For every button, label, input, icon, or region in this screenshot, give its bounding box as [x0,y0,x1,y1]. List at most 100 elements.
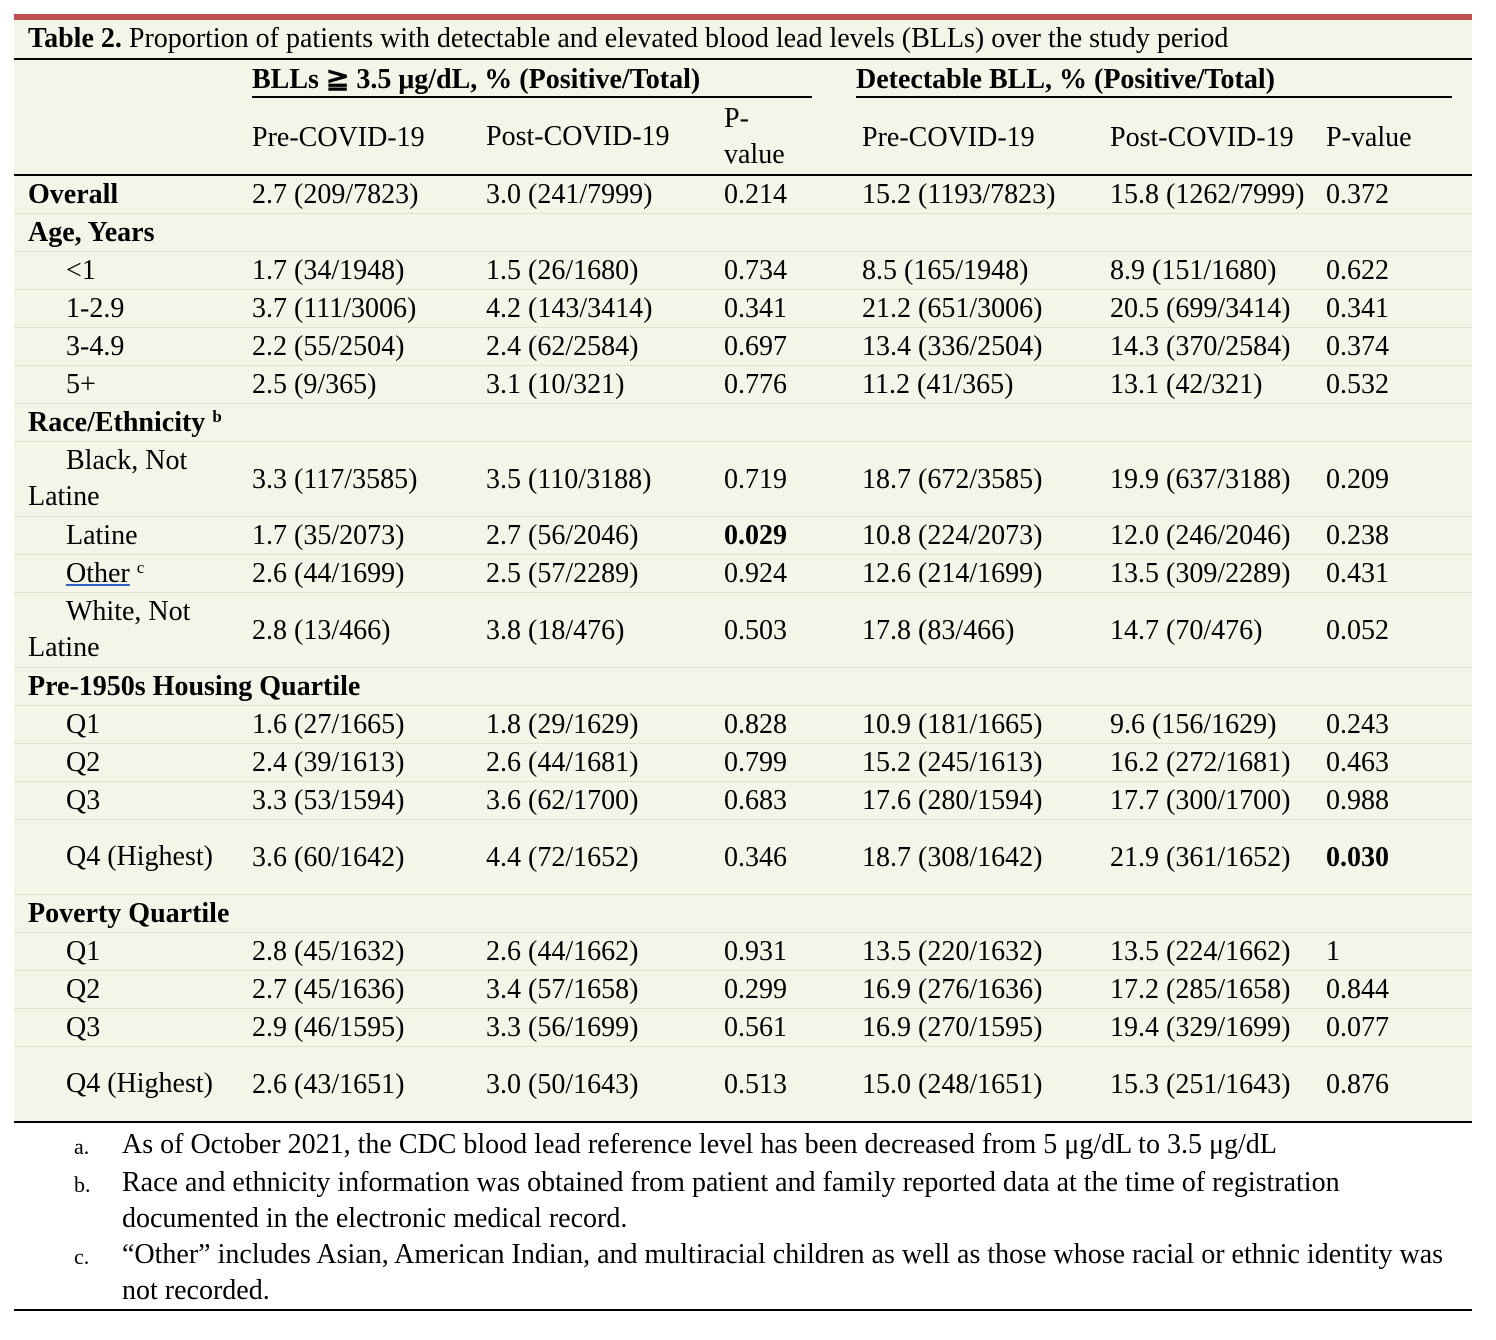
table-cell: 1.5 (26/1680) [474,251,698,290]
footnote-letter: c. [74,1244,90,1269]
col-pre-covid-detectable: Pre-COVID-19 [862,121,1035,153]
footnote-letter: b. [74,1172,91,1197]
table-cell: 15.0 (248/1651) [834,1046,1083,1123]
table-cell: 8.5 (165/1948) [834,251,1083,290]
footnote-marker: c [136,558,145,577]
table-cell: 0.431 [1314,554,1473,593]
table-cell: 0.503 [698,592,835,668]
table-cell: 13.5 (220/1632) [834,932,1083,971]
table-cell: 3.6 (60/1642) [240,819,474,895]
table-cell: 3.3 (117/3585) [240,441,474,517]
table-cell: 4.2 (143/3414) [474,289,698,328]
group-header-elevated: BLLs ≧ 3.5 μg/dL, % (Positive/Total) [240,60,834,100]
table-row: Q2 2.7 (45/1636) 3.4 (57/1658) 0.299 16.9 (2… [14,970,1473,1009]
table-cell: 0.513 [698,1046,835,1123]
table-cell: 12.6 (214/1699) [834,554,1083,593]
row-label: Q4 (Highest) [14,1046,240,1123]
table-cell: 14.7 (70/476) [1082,592,1315,668]
col-pre-covid-elevated: Pre-COVID-19 [252,121,425,153]
row-label: 1-2.9 [14,289,240,328]
table-cell: 2.4 (62/2584) [474,327,698,366]
caption-label: Table 2. [28,23,122,54]
table-cell: 1.7 (34/1948) [240,251,474,290]
table-cell: 21.2 (651/3006) [834,289,1083,328]
top-rule [14,14,1472,20]
table-cell: 15.2 (1193/7823) [834,175,1083,214]
table-row: 1-2.9 3.7 (111/3006) 4.2 (143/3414) 0.341 21… [14,289,1473,328]
table-cell: 13.5 (309/2289) [1082,554,1315,593]
row-label: Q2 [14,743,240,782]
table-cell: 0.776 [698,365,835,404]
table-cell: 2.7 (56/2046) [474,516,698,555]
section-row: Race/Ethnicity b [14,403,1473,442]
table-row: Q4 (Highest) 2.6 (43/1651) 3.0 (50/1643) 0.… [14,1046,1473,1123]
col-post-covid-elevated: Post-COVID-19 [486,121,670,152]
table-cell: 3.0 (241/7999) [474,175,698,214]
table-cell: 12.0 (246/2046) [1082,516,1315,555]
section-label: Race/Ethnicity b [14,403,1473,442]
footnote-marker: b [212,407,222,426]
table-cell: 2.8 (45/1632) [240,932,474,971]
table-row: Q3 2.9 (46/1595) 3.3 (56/1699) 0.561 16.9 (2… [14,1008,1473,1047]
table-cell: 15.3 (251/1643) [1082,1046,1315,1123]
section-row: Pre-1950s Housing Quartile [14,667,1473,706]
row-label: Q2 [14,970,240,1009]
table-cell: 10.9 (181/1665) [834,705,1083,744]
table-row: 5+ 2.5 (9/365) 3.1 (10/321) 0.776 11.2 (41/3… [14,365,1473,404]
col-pvalue-detectable: P-value [1326,121,1412,153]
table-cell: 0.372 [1314,175,1473,214]
table-cell: 2.6 (44/1699) [240,554,474,593]
table-cell: 20.5 (699/3414) [1082,289,1315,328]
table-cell: 2.8 (13/466) [240,592,474,668]
section-label: Pre-1950s Housing Quartile [14,667,1473,706]
table-cell: 0.299 [698,970,835,1009]
table-cell: 0.341 [698,289,835,328]
table-cell: 2.5 (57/2289) [474,554,698,593]
table-cell: 21.9 (361/1652) [1082,819,1315,895]
table-cell: 0.719 [698,441,835,517]
table-cell: 14.3 (370/2584) [1082,327,1315,366]
table-cell: 2.7 (209/7823) [240,175,474,214]
footnote-text: As of October 2021, the CDC blood lead r… [122,1129,1277,1160]
table-cell: 1.6 (27/1665) [240,705,474,744]
table-cell: 3.3 (53/1594) [240,781,474,820]
table-cell: 2.6 (44/1662) [474,932,698,971]
table-cell: 0.463 [1314,743,1473,782]
table-cell: 0.683 [698,781,835,820]
table-cell: 2.6 (43/1651) [240,1046,474,1123]
row-label: Other c [14,554,240,593]
table-cell: 0.561 [698,1008,835,1047]
table-cell: 0.029 [698,516,835,555]
col-pvalue-elevated: P-value [724,103,785,170]
table-cell: 0.214 [698,175,835,214]
table-cell: 0.341 [1314,289,1473,328]
table-cell: 0.924 [698,554,835,593]
table-cell: 17.8 (83/466) [834,592,1083,668]
table-row: White, Not Latine 2.8 (13/466) 3.8 (18/476… [14,592,1473,668]
table-cell: 1.7 (35/2073) [240,516,474,555]
row-label: Q1 [14,705,240,744]
table-cell: 0.238 [1314,516,1473,555]
table-row: Q1 2.8 (45/1632) 2.6 (44/1662) 0.931 13.5 (2… [14,932,1473,971]
table-cell: 15.8 (1262/7999) [1082,175,1315,214]
table-cell: 3.6 (62/1700) [474,781,698,820]
row-label: Overall [14,175,240,214]
table-cell: 16.2 (272/1681) [1082,743,1315,782]
data-table: BLLs ≧ 3.5 μg/dL, % (Positive/Total) Det… [14,60,1473,1123]
caption-text: Proportion of patients with detectable a… [121,23,1229,54]
table-cell: 2.4 (39/1613) [240,743,474,782]
table-cell: 0.030 [1314,819,1473,895]
table-cell: 3.7 (111/3006) [240,289,474,328]
table-cell: 8.9 (151/1680) [1082,251,1315,290]
table-cell: 1 [1314,932,1473,971]
table-cell: 0.697 [698,327,835,366]
table-cell: 15.2 (245/1613) [834,743,1083,782]
table-row: Black, Not Latine 3.3 (117/3585) 3.5 (110/… [14,441,1473,517]
footnote: b. Race and ethnicity information was obt… [14,1165,1472,1237]
table-cell: 18.7 (308/1642) [834,819,1083,895]
table-cell: 3.8 (18/476) [474,592,698,668]
table-cell: 19.9 (637/3188) [1082,441,1315,517]
table-row: Q4 (Highest) 3.6 (60/1642) 4.4 (72/1652) 0.… [14,819,1473,895]
col-post-covid-detectable: Post-COVID-19 [1110,121,1294,153]
table-cell: 13.5 (224/1662) [1082,932,1315,971]
